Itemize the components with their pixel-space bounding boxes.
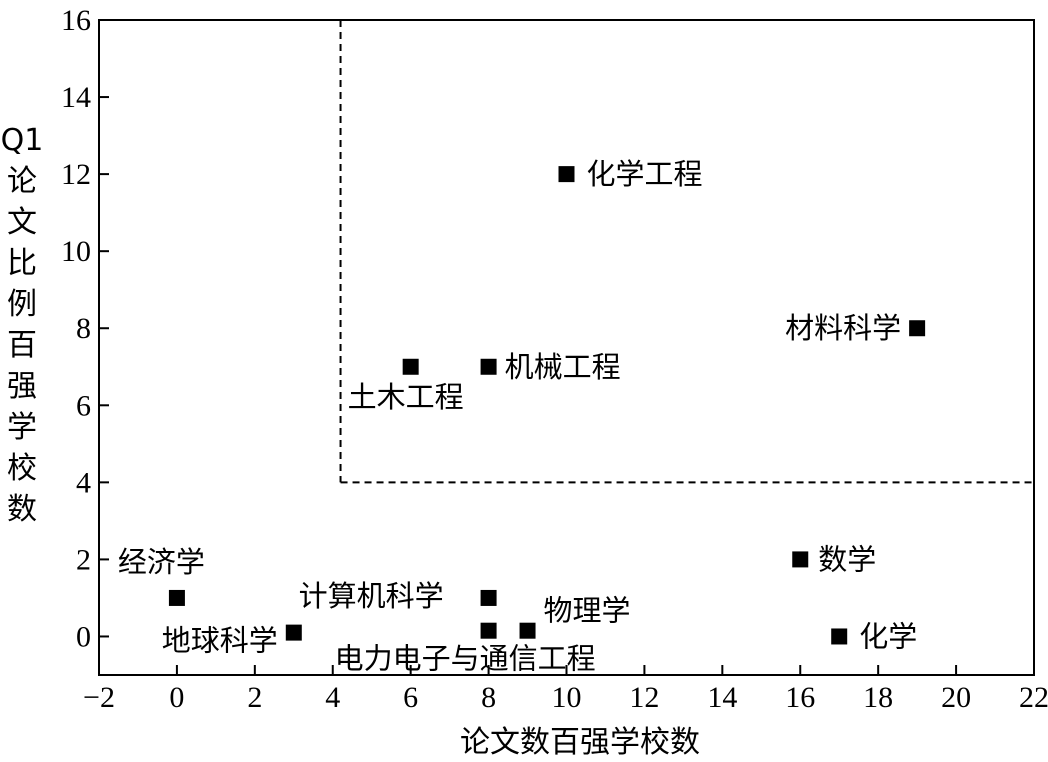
x-tick-label: 2 [247,681,262,714]
x-tick-label: 8 [481,681,496,714]
y-tick-label: 8 [76,312,91,345]
plot-frame [98,19,1035,676]
data-point-marker [480,622,497,639]
x-tick-label: 6 [403,681,418,714]
threshold-lines [339,20,1034,484]
y-axis-title: Q1 论文比例百强学校数 [1,123,44,527]
data-point-marker [831,628,848,645]
x-tick-label: 12 [629,681,659,714]
x-tick-label: 22 [1019,681,1048,714]
x-tick-label: 14 [707,681,737,714]
x-tick-label: 10 [552,681,582,714]
x-tick-label: −2 [83,681,115,714]
data-point-marker [519,622,536,639]
y-tick-label: 16 [61,4,91,37]
y-tick-label: 10 [61,235,91,268]
y-tick-label: 2 [76,543,91,576]
data-point-label: 材料科学 [785,311,901,345]
data-point-label: 计算机科学 [299,579,444,613]
data-point-label: 物理学 [544,594,631,628]
axis-ticks: −2 0 2 4 6 8 10 12 14 16 18 20 22 0 2 4 6 8 10 12 14 16 [61,4,1048,714]
data-point-marker [792,551,809,568]
y-tick-label: 6 [76,389,91,422]
x-tick-label: 4 [325,681,340,714]
data-point-label: 化学 [859,619,917,653]
x-axis-title: 论文数百强学校数 [460,725,700,760]
y-tick-label: 0 [76,620,91,653]
data-point-marker [480,358,497,375]
x-tick-label: 0 [169,681,184,714]
data-point-marker [909,320,926,337]
data-point-marker [285,624,302,641]
data-point-label: 电力电子与通信工程 [335,642,596,676]
data-point-label: 经济学 [118,545,205,579]
x-tick-label: 18 [863,681,893,714]
y-tick-label: 14 [61,81,91,114]
data-point-label: 土木工程 [348,380,464,414]
y-tick-label: 4 [76,466,91,499]
x-tick-label: 16 [785,681,815,714]
x-tick-label: 20 [941,681,971,714]
data-point-marker [168,589,185,606]
data-point-marker [480,589,497,606]
data-point-label: 数学 [818,542,876,576]
data-point-label: 机械工程 [505,350,621,384]
data-point-marker [558,166,575,183]
data-points [168,166,926,645]
data-point-label: 地球科学 [162,624,278,658]
data-point-label: 化学工程 [587,157,703,191]
y-tick-label: 12 [61,158,91,191]
data-point-marker [402,358,419,375]
